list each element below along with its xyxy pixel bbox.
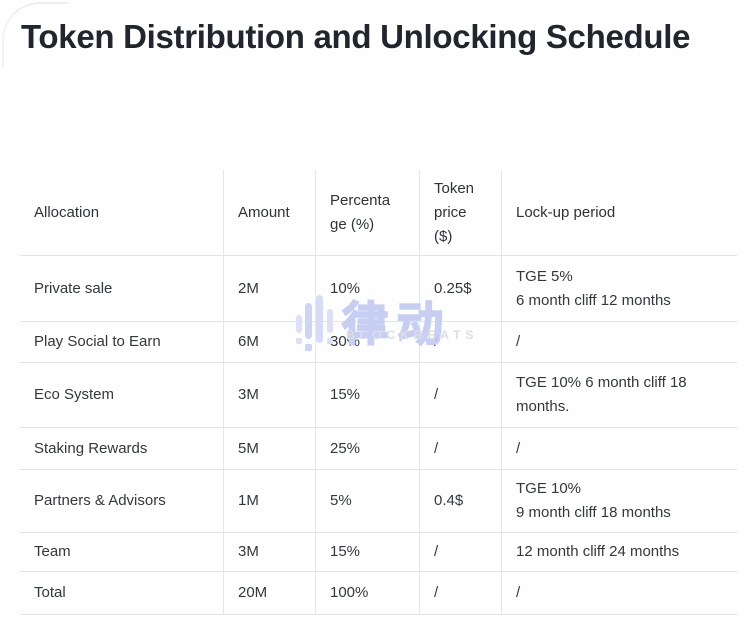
header-cell-percentage-text: Percenta ge (%) xyxy=(330,191,391,233)
cell-amount-text: 6M xyxy=(238,333,259,350)
cell-lockup: / xyxy=(501,428,737,470)
cell-percentage-text: 10% xyxy=(330,279,361,297)
cell-lockup-text: / xyxy=(516,584,521,601)
cell-amount: 5M xyxy=(223,428,315,470)
cell-lockup-text: / xyxy=(516,333,521,350)
cell-lockup: TGE 10% 9 month cliff 18 months xyxy=(501,470,737,533)
cell-percentage: 15% xyxy=(315,363,419,428)
cell-percentage: 15% xyxy=(315,533,419,572)
cell-amount-text: 3M xyxy=(238,386,259,403)
cell-token_price-text: / xyxy=(434,439,439,457)
cell-token_price: 0.25$ xyxy=(419,256,501,322)
cell-lockup-text: 12 month cliff 24 months xyxy=(516,543,680,560)
cell-token_price: 0.4$ xyxy=(419,470,501,533)
cell-percentage: 100% xyxy=(315,572,419,615)
cell-lockup-text: TGE 10% 9 month cliff 18 months xyxy=(516,480,671,521)
cell-percentage-text: 15% xyxy=(330,543,361,560)
cell-token_price-text: 0.4$ xyxy=(434,492,464,509)
cell-token_price-text: / xyxy=(434,543,439,560)
cell-lockup-text: TGE 10% 6 month cliff 18 months. xyxy=(516,374,687,415)
cell-token_price: / xyxy=(419,363,501,428)
cell-percentage-text: 15% xyxy=(330,386,361,403)
cell-amount-text: 20M xyxy=(238,584,268,601)
cell-token_price: / xyxy=(419,572,501,615)
cell-percentage-text: 25% xyxy=(330,439,361,457)
cell-allocation-text: Private sale xyxy=(34,279,113,297)
cell-percentage-text: 30% xyxy=(330,333,361,350)
cell-token_price-text: / xyxy=(434,333,439,350)
cell-amount: 3M xyxy=(223,363,315,428)
cell-amount-text: 1M xyxy=(238,492,259,509)
cell-lockup: TGE 5% 6 month cliff 12 months xyxy=(501,256,737,322)
cell-token_price-text: 0.25$ xyxy=(434,279,472,297)
cell-token_price-text: / xyxy=(434,386,439,403)
header-cell-token_price-text: Token price ($) xyxy=(434,179,475,245)
cell-percentage: 10% xyxy=(315,256,419,322)
cell-token_price-text: / xyxy=(434,584,439,601)
cell-percentage-text: 5% xyxy=(330,492,352,509)
header-cell-lockup: Lock-up period xyxy=(501,170,737,256)
cell-lockup: / xyxy=(501,572,737,615)
cell-allocation-text: Total xyxy=(34,584,66,601)
cell-percentage-text: 100% xyxy=(330,584,369,601)
cell-allocation: Partners & Advisors xyxy=(20,470,223,533)
header-cell-token_price: Token price ($) xyxy=(419,170,501,256)
cell-amount-text: 3M xyxy=(238,543,259,560)
header-cell-amount-text: Amount xyxy=(238,203,290,221)
cell-allocation: Eco System xyxy=(20,363,223,428)
cell-amount: 1M xyxy=(223,470,315,533)
page-title: Token Distribution and Unlocking Schedul… xyxy=(21,18,691,55)
cell-allocation-text: Play Social to Earn xyxy=(34,333,161,350)
header-cell-lockup-text: Lock-up period xyxy=(516,203,616,221)
cell-allocation: Play Social to Earn xyxy=(20,322,223,363)
cell-lockup: / xyxy=(501,322,737,363)
cell-percentage: 25% xyxy=(315,428,419,470)
cell-lockup: 12 month cliff 24 months xyxy=(501,533,737,572)
cell-amount: 20M xyxy=(223,572,315,615)
cell-allocation: Team xyxy=(20,533,223,572)
cell-allocation-text: Team xyxy=(34,543,71,560)
cell-allocation: Staking Rewards xyxy=(20,428,223,470)
header-cell-amount: Amount xyxy=(223,170,315,256)
cell-token_price: / xyxy=(419,533,501,572)
header-cell-allocation-text: Allocation xyxy=(34,203,100,221)
cell-allocation-text: Staking Rewards xyxy=(34,439,148,457)
cell-lockup: TGE 10% 6 month cliff 18 months. xyxy=(501,363,737,428)
token-distribution-table: Allocation Amount Percenta ge (%) Token pri… xyxy=(20,170,737,615)
cell-amount: 3M xyxy=(223,533,315,572)
cell-allocation: Total xyxy=(20,572,223,615)
cell-allocation-text: Partners & Advisors xyxy=(34,492,166,509)
cell-token_price: / xyxy=(419,428,501,470)
cell-allocation: Private sale xyxy=(20,256,223,322)
cell-amount: 2M xyxy=(223,256,315,322)
cell-percentage: 30% xyxy=(315,322,419,363)
cell-amount-text: 2M xyxy=(238,279,259,297)
cell-amount-text: 5M xyxy=(238,439,259,457)
cell-token_price: / xyxy=(419,322,501,363)
cell-lockup-text: / xyxy=(516,439,521,457)
cell-lockup-text: TGE 5% 6 month cliff 12 months xyxy=(516,267,671,309)
header-cell-percentage: Percenta ge (%) xyxy=(315,170,419,256)
cell-allocation-text: Eco System xyxy=(34,386,115,403)
cell-amount: 6M xyxy=(223,322,315,363)
header-cell-allocation: Allocation xyxy=(20,170,223,256)
cell-percentage: 5% xyxy=(315,470,419,533)
